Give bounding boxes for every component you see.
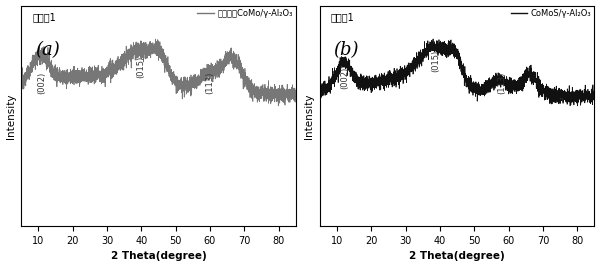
Text: (002): (002)	[37, 72, 46, 94]
Text: (015): (015)	[431, 49, 440, 72]
Text: 对比例1: 对比例1	[331, 12, 355, 22]
Text: (002): (002)	[341, 67, 350, 89]
Text: (113): (113)	[205, 72, 214, 94]
Text: (b): (b)	[334, 41, 359, 59]
Text: (113): (113)	[497, 72, 506, 94]
Y-axis label: Intensity: Intensity	[5, 93, 16, 139]
Legend: CoMoS/γ-Al₂O₃: CoMoS/γ-Al₂O₃	[509, 7, 593, 20]
Text: (a): (a)	[35, 41, 59, 59]
Y-axis label: Intensity: Intensity	[304, 93, 314, 139]
Legend: 器外硬化CoMo/γ-Al₂O₃: 器外硬化CoMo/γ-Al₂O₃	[196, 7, 295, 20]
Text: 实施例1: 实施例1	[32, 12, 56, 22]
Text: (015): (015)	[136, 56, 145, 78]
X-axis label: 2 Theta(degree): 2 Theta(degree)	[110, 252, 206, 261]
X-axis label: 2 Theta(degree): 2 Theta(degree)	[409, 252, 505, 261]
